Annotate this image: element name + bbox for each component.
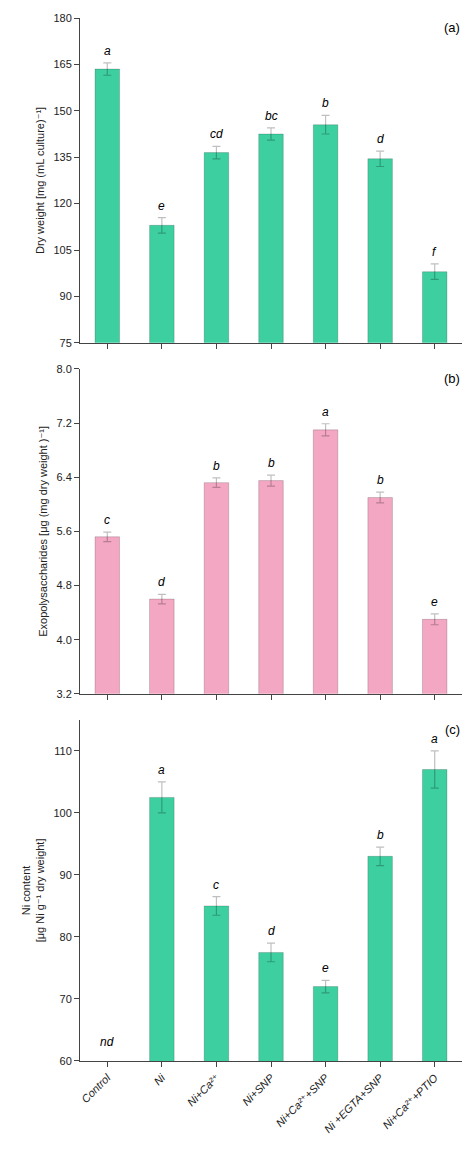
svg-text:135: 135 [53,151,71,163]
svg-text:Ni +EGTA+SNP: Ni +EGTA+SNP [322,1071,386,1135]
svg-text:90: 90 [60,869,72,881]
svg-text:5.6: 5.6 [57,525,72,537]
svg-text:4.8: 4.8 [57,579,72,591]
svg-text:7.2: 7.2 [57,417,72,429]
svg-text:3.2: 3.2 [57,688,72,700]
svg-text:6.4: 6.4 [57,471,72,483]
svg-text:(a): (a) [444,20,460,35]
svg-text:Ni+Ca²⁺+PTIO: Ni+Ca²⁺+PTIO [380,1071,440,1131]
svg-text:150: 150 [53,105,71,117]
svg-text:90: 90 [60,290,72,302]
svg-text:Ni: Ni [151,1071,167,1087]
svg-text:Dry weight [mg (mL culture)⁻¹]: Dry weight [mg (mL culture)⁻¹] [34,107,46,254]
svg-text:180: 180 [53,12,71,24]
svg-text:120: 120 [53,197,71,209]
svg-text:(c): (c) [445,722,460,737]
svg-text:60: 60 [60,1055,72,1067]
svg-text:f: f [432,245,437,259]
svg-text:b: b [268,456,275,470]
svg-text:110: 110 [54,745,72,757]
svg-text:c: c [104,513,110,527]
svg-text:d: d [268,924,275,938]
svg-text:d: d [158,575,165,589]
svg-text:Ni+Ca²⁺+SNP: Ni+Ca²⁺+SNP [273,1071,331,1129]
svg-text:a: a [104,44,111,58]
svg-text:a: a [431,732,438,746]
svg-text:Ni content[μg Ni g⁻¹ dry weigh: Ni content[μg Ni g⁻¹ dry weight] [20,839,46,943]
svg-text:b: b [213,459,220,473]
svg-text:bc: bc [265,109,278,123]
svg-text:Ni+Ca²⁺: Ni+Ca²⁺ [185,1071,222,1108]
svg-text:a: a [322,405,329,419]
svg-text:105: 105 [53,244,71,256]
svg-text:4.0: 4.0 [57,634,72,646]
svg-text:Control: Control [79,1071,113,1105]
svg-text:b: b [377,473,384,487]
svg-text:nd: nd [100,1035,114,1049]
svg-text:(b): (b) [444,371,460,386]
svg-text:80: 80 [60,931,72,943]
svg-text:75: 75 [60,337,72,349]
svg-text:b: b [377,828,384,842]
svg-text:c: c [213,878,219,892]
svg-text:b: b [322,96,329,110]
svg-text:100: 100 [53,807,71,819]
svg-text:e: e [322,961,329,975]
svg-text:a: a [158,763,165,777]
svg-text:cd: cd [210,127,223,141]
svg-text:e: e [431,595,438,609]
svg-text:165: 165 [53,58,71,70]
svg-text:Ni+SNP: Ni+SNP [240,1071,277,1108]
svg-text:70: 70 [60,993,72,1005]
svg-text:Exopolysaccharides [μg (mg dry: Exopolysaccharides [μg (mg dry weight )⁻… [37,426,49,637]
svg-text:8.0: 8.0 [57,363,72,375]
svg-text:d: d [377,132,384,146]
svg-text:e: e [158,199,165,213]
